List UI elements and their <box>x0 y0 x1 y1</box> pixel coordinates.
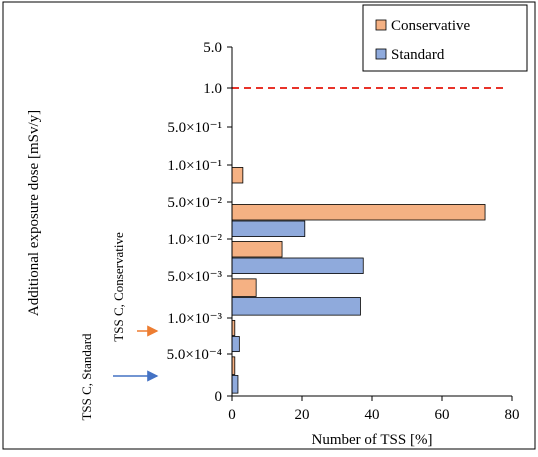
y-tick-label: 5.0×10⁻¹ <box>167 120 222 136</box>
x-tick-label: 80 <box>505 407 520 423</box>
bar-standard <box>231 336 240 353</box>
x-tick-label: 60 <box>435 407 450 423</box>
bar-standard <box>231 220 306 237</box>
y-tick-label: 5.0×10⁻² <box>167 195 222 211</box>
y-tick-label: 1.0×10⁻¹ <box>167 158 222 174</box>
legend-label-conservative: Conservative <box>391 18 470 34</box>
x-tick-label: 40 <box>365 407 380 423</box>
bar-standard <box>231 375 239 394</box>
x-tick-label: 0 <box>228 407 236 423</box>
y-tick-label: 5.0×10⁻³ <box>167 269 222 285</box>
bar-conservative <box>231 204 486 221</box>
legend-swatch-conservative <box>375 19 387 31</box>
x-tick-label: 20 <box>295 407 310 423</box>
bar-standard <box>231 257 364 274</box>
chart-border <box>2 1 536 450</box>
y-axis-label: Additional exposure dose [mSv/y] <box>26 110 42 316</box>
bar-conservative <box>231 278 257 297</box>
annotation-tss-c-conservative: TSS C, Conservative <box>111 232 126 342</box>
legend: Conservative Standard <box>362 4 528 72</box>
legend-box <box>362 4 528 72</box>
y-tick-label: 1.0 <box>203 81 222 97</box>
legend-swatch-standard <box>375 48 387 60</box>
annotation-tss-c-standard: TSS C, Standard <box>79 333 94 421</box>
y-tick-label: 5.0×10⁻⁴ <box>167 347 222 363</box>
y-tick-label: 1.0×10⁻³ <box>167 311 222 327</box>
bar-standard <box>231 297 361 316</box>
x-axis-label: Number of TSS [%] <box>312 432 433 448</box>
bar-conservative <box>231 241 283 258</box>
y-tick-label: 1.0×10⁻² <box>167 232 222 248</box>
y-tick-label: 0 <box>215 389 223 405</box>
legend-label-standard: Standard <box>391 47 445 63</box>
bar-conservative <box>231 167 244 184</box>
y-tick-label: 5.0 <box>203 40 222 56</box>
